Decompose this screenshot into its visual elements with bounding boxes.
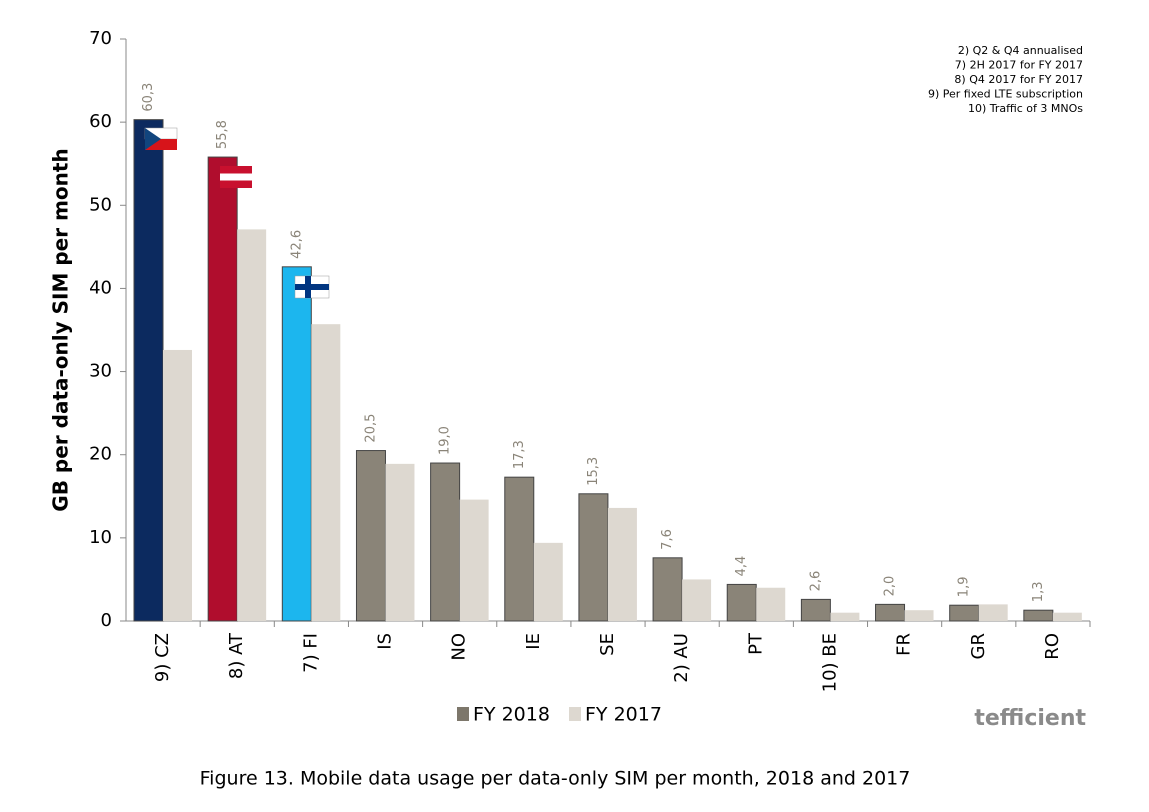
x-tick-label: 7) FI (300, 633, 321, 673)
x-tick-label: 10) BE (819, 633, 840, 692)
y-tick-label: 0 (101, 610, 112, 631)
legend-swatch (457, 707, 469, 721)
flag-cz (144, 127, 178, 150)
bar (355, 450, 386, 622)
logo: tefficient (974, 706, 1086, 731)
bar (652, 557, 683, 622)
x-tick-label: FR (894, 633, 915, 656)
y-tick-label: 60 (89, 111, 112, 132)
y-axis-label: GB per data-only SIM per month (49, 148, 73, 511)
value-label: 7,6 (660, 529, 675, 550)
value-label: 1,3 (1031, 582, 1046, 603)
bar (207, 156, 238, 622)
x-tick-label: GR (968, 633, 989, 659)
bar (281, 266, 312, 622)
y-tick-label: 20 (89, 444, 112, 465)
value-label: 2,6 (808, 571, 823, 592)
value-label: 15,3 (586, 457, 601, 486)
value-label: 42,6 (289, 230, 304, 259)
flags (144, 127, 330, 299)
x-tick-label: IE (523, 633, 544, 650)
value-label: 60,3 (141, 83, 156, 112)
bar (682, 579, 712, 621)
caption: Figure 13. Mobile data usage per data-on… (200, 768, 911, 790)
x-tick-label: SE (597, 633, 618, 656)
x-tick-label: 8) AT (226, 632, 247, 679)
bar (311, 324, 341, 621)
x-tick-label: PT (745, 632, 766, 655)
bar (133, 119, 164, 622)
legend-swatch (569, 707, 581, 721)
annotation: 7) 2H 2017 for FY 2017 (955, 59, 1083, 72)
value-label: 2,0 (883, 576, 898, 597)
bar (163, 349, 192, 621)
bar (237, 229, 267, 621)
y-tick-label: 30 (89, 361, 112, 382)
x-tick-label: 2) AU (671, 633, 692, 683)
value-label: 20,5 (363, 414, 378, 443)
x-tick-label: RO (1042, 633, 1063, 660)
bar (1023, 609, 1054, 622)
value-label: 1,9 (957, 577, 972, 598)
y-tick-label: 10 (89, 527, 112, 548)
bar (800, 598, 831, 622)
value-label: 19,0 (438, 426, 453, 455)
annotation: 2) Q2 & Q4 annualised (958, 44, 1083, 57)
bar (756, 587, 786, 621)
bar (830, 612, 860, 621)
legend-label: FY 2017 (585, 704, 662, 726)
bar (430, 462, 461, 622)
legend-label: FY 2018 (473, 704, 550, 726)
value-label: 55,8 (215, 120, 230, 149)
x-tick-label: NO (449, 633, 470, 661)
bar (726, 583, 757, 622)
y-tick-label: 50 (89, 194, 112, 215)
annotation: 10) Traffic of 3 MNOs (968, 102, 1083, 115)
bar (904, 610, 934, 621)
bar (533, 542, 563, 621)
bar (578, 493, 609, 622)
bar (504, 476, 535, 622)
bar (1052, 612, 1082, 621)
bar (949, 604, 980, 622)
x-tick-label: IS (375, 633, 396, 650)
bar (607, 507, 637, 621)
value-label: 17,3 (512, 440, 527, 469)
flag-fi (294, 275, 330, 299)
bar (978, 604, 1008, 621)
y-tick-label: 70 (89, 28, 112, 49)
bar (459, 499, 489, 621)
x-tick-label: 9) CZ (152, 633, 173, 682)
y-tick-label: 40 (89, 277, 112, 298)
annotation: 9) Per fixed LTE subscription (928, 88, 1083, 101)
annotation: 8) Q4 2017 for FY 2017 (954, 73, 1083, 86)
bar (385, 463, 415, 621)
flag-at (220, 166, 252, 188)
value-label: 4,4 (734, 556, 749, 577)
bar (875, 603, 906, 622)
